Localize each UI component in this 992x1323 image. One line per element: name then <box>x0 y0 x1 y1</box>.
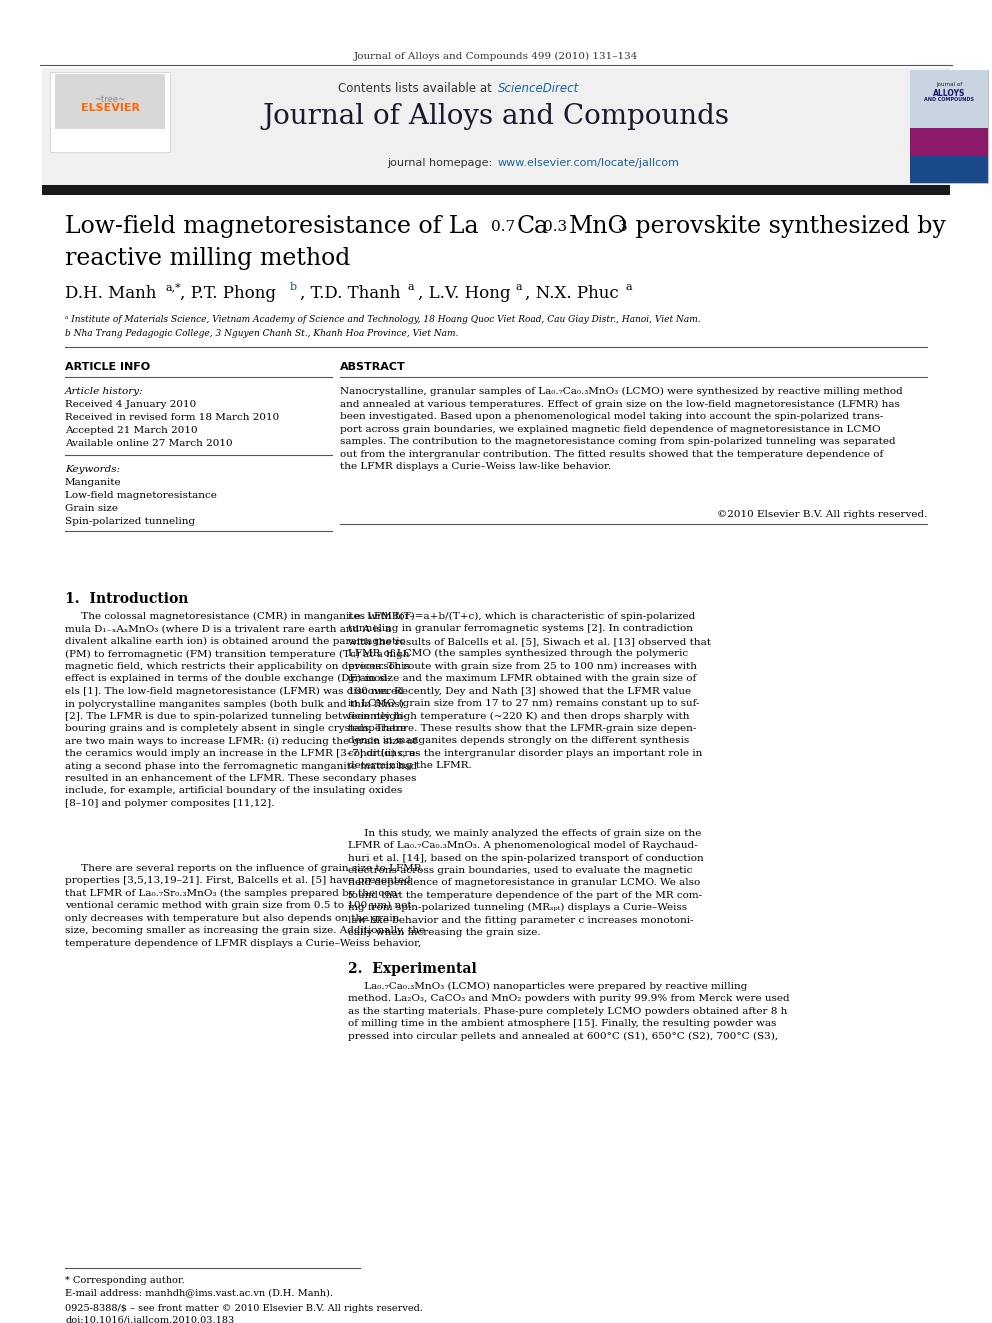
Text: Ca: Ca <box>517 216 550 238</box>
Text: There are several reports on the influence of grain size to LFMR
properties [3,5: There are several reports on the influen… <box>65 864 426 947</box>
Bar <box>910 70 988 183</box>
Text: a,*: a,* <box>166 282 182 292</box>
Text: Journal of Alloys and Compounds 499 (2010) 131–134: Journal of Alloys and Compounds 499 (201… <box>354 52 638 61</box>
Text: , P.T. Phong: , P.T. Phong <box>180 284 276 302</box>
Text: ~tree~: ~tree~ <box>94 95 126 105</box>
Text: ALLOYS: ALLOYS <box>932 89 965 98</box>
Text: Low-field magnetoresistance of La: Low-field magnetoresistance of La <box>65 216 478 238</box>
Text: 0.3: 0.3 <box>543 220 567 234</box>
Bar <box>55 74 165 130</box>
Text: i.e. LFMR(T)=a+b/(T+c), which is characteristic of spin-polarized
tunneling in g: i.e. LFMR(T)=a+b/(T+c), which is charact… <box>348 613 711 770</box>
Text: ᵃ Institute of Materials Science, Vietnam Academy of Science and Technology, 18 : ᵃ Institute of Materials Science, Vietna… <box>65 315 700 324</box>
Text: 3: 3 <box>618 220 628 234</box>
Text: AND COMPOUNDS: AND COMPOUNDS <box>925 97 974 102</box>
Bar <box>910 128 988 156</box>
Text: In this study, we mainly analyzed the effects of grain size on the
LFMR of La₀.₇: In this study, we mainly analyzed the ef… <box>348 830 703 937</box>
Text: Accepted 21 March 2010: Accepted 21 March 2010 <box>65 426 197 435</box>
Text: perovskite synthesized by: perovskite synthesized by <box>628 216 946 238</box>
Text: Journal of Alloys and Compounds: Journal of Alloys and Compounds <box>263 103 729 130</box>
Bar <box>42 67 950 187</box>
Bar <box>42 185 950 194</box>
Text: D.H. Manh: D.H. Manh <box>65 284 157 302</box>
Text: b Nha Trang Pedagogic College, 3 Nguyen Chanh St., Khanh Hoa Province, Viet Nam.: b Nha Trang Pedagogic College, 3 Nguyen … <box>65 329 458 337</box>
Text: Available online 27 March 2010: Available online 27 March 2010 <box>65 439 233 448</box>
Text: Keywords:: Keywords: <box>65 464 120 474</box>
Text: , T.D. Thanh: , T.D. Thanh <box>300 284 401 302</box>
Text: , N.X. Phuc: , N.X. Phuc <box>525 284 619 302</box>
Bar <box>910 70 988 128</box>
Text: journal homepage:: journal homepage: <box>387 157 496 168</box>
Text: Grain size: Grain size <box>65 504 118 513</box>
Text: ABSTRACT: ABSTRACT <box>340 363 406 372</box>
Text: , L.V. Hong: , L.V. Hong <box>418 284 511 302</box>
Text: ELSEVIER: ELSEVIER <box>80 103 140 112</box>
Text: a: a <box>515 282 522 292</box>
Bar <box>910 156 988 183</box>
Text: 0.7: 0.7 <box>491 220 515 234</box>
Text: La₀.₇Ca₀.₃MnO₃ (LCMO) nanoparticles were prepared by reactive milling
method. La: La₀.₇Ca₀.₃MnO₃ (LCMO) nanoparticles were… <box>348 982 790 1041</box>
Text: reactive milling method: reactive milling method <box>65 247 350 270</box>
Text: E-mail address: manhdh@ims.vast.ac.vn (D.H. Manh).: E-mail address: manhdh@ims.vast.ac.vn (D… <box>65 1289 333 1297</box>
Text: Received 4 January 2010: Received 4 January 2010 <box>65 400 196 409</box>
Text: 2.  Experimental: 2. Experimental <box>348 962 477 976</box>
Text: The colossal magnetoresistance (CMR) in manganites with for-
mula D₁₋ₓAₓMnO₃ (wh: The colossal magnetoresistance (CMR) in … <box>65 613 419 808</box>
Text: Manganite: Manganite <box>65 478 122 487</box>
Text: * Corresponding author.: * Corresponding author. <box>65 1275 185 1285</box>
Text: Received in revised form 18 March 2010: Received in revised form 18 March 2010 <box>65 413 280 422</box>
Text: a: a <box>408 282 415 292</box>
Text: Journal of: Journal of <box>935 82 962 87</box>
Text: MnO: MnO <box>569 216 628 238</box>
Text: ©2010 Elsevier B.V. All rights reserved.: ©2010 Elsevier B.V. All rights reserved. <box>716 509 927 519</box>
Bar <box>50 71 170 152</box>
Text: Low-field magnetoresistance: Low-field magnetoresistance <box>65 491 217 500</box>
Text: Contents lists available at: Contents lists available at <box>338 82 496 95</box>
Text: a: a <box>625 282 632 292</box>
Text: 1.  Introduction: 1. Introduction <box>65 591 188 606</box>
Text: 0925-8388/$ – see front matter © 2010 Elsevier B.V. All rights reserved.: 0925-8388/$ – see front matter © 2010 El… <box>65 1304 423 1312</box>
Text: Spin-polarized tunneling: Spin-polarized tunneling <box>65 517 195 527</box>
Text: Article history:: Article history: <box>65 388 144 396</box>
Text: ScienceDirect: ScienceDirect <box>498 82 579 95</box>
Text: ARTICLE INFO: ARTICLE INFO <box>65 363 150 372</box>
Text: doi:10.1016/j.jallcom.2010.03.183: doi:10.1016/j.jallcom.2010.03.183 <box>65 1316 234 1323</box>
Text: Nanocrystalline, granular samples of La₀.₇Ca₀.₃MnO₃ (LCMO) were synthesized by r: Nanocrystalline, granular samples of La₀… <box>340 388 903 471</box>
Text: b: b <box>290 282 298 292</box>
Text: www.elsevier.com/locate/jallcom: www.elsevier.com/locate/jallcom <box>498 157 680 168</box>
